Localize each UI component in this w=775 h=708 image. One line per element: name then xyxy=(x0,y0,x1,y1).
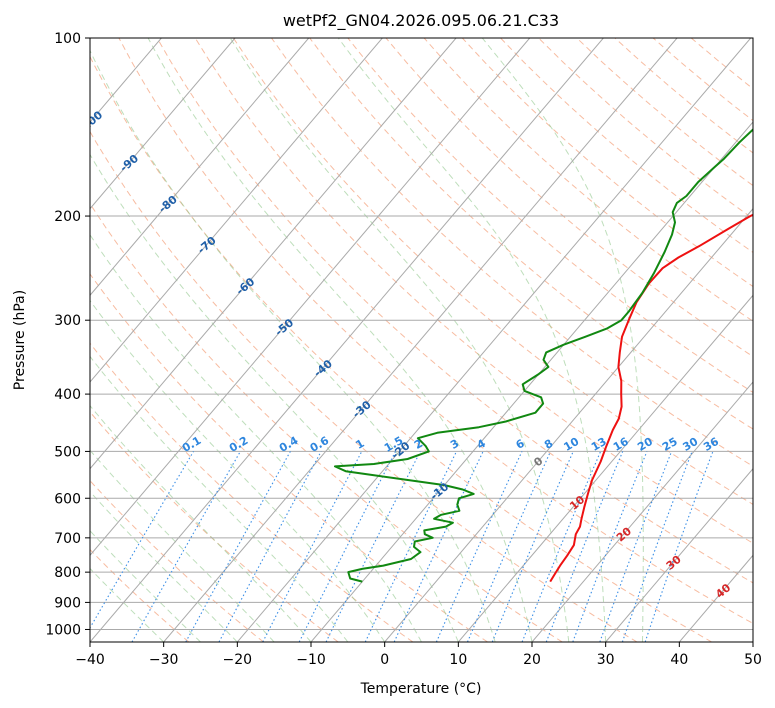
dry-adiabat xyxy=(271,38,753,467)
plot-frame xyxy=(89,37,754,643)
moist-adiabat xyxy=(90,299,386,642)
isotherm xyxy=(90,38,531,557)
moist-adiabat xyxy=(481,38,644,642)
mixing-ratio-line xyxy=(131,451,241,642)
mixing-ratio-line xyxy=(599,451,673,642)
isotherm xyxy=(90,38,383,383)
mixing-ratio-line xyxy=(491,451,574,642)
dry-adiabat xyxy=(232,38,753,505)
moist-adiabat xyxy=(229,38,570,642)
y-tick-label: 500 xyxy=(54,444,81,460)
mixing-ratio-line xyxy=(218,451,322,642)
moist-adiabat xyxy=(90,355,349,642)
x-tick-label: −10 xyxy=(296,652,326,668)
y-tick-label: 300 xyxy=(54,313,81,329)
dry-adiabat xyxy=(90,273,488,642)
x-axis-label: Temperature (°C) xyxy=(360,681,482,697)
y-tick-label: 700 xyxy=(54,531,81,547)
dry-adiabat xyxy=(347,38,753,394)
x-tick-label: 40 xyxy=(670,652,688,668)
moist-adiabat xyxy=(90,404,312,642)
y-axis-label: Pressure (hPa) xyxy=(12,290,28,390)
dry-adiabat xyxy=(461,38,753,288)
dry-adiabat xyxy=(118,38,753,625)
y-tick-label: 900 xyxy=(54,595,81,611)
moist-adiabat xyxy=(90,567,165,642)
isotherm xyxy=(90,38,457,470)
isotherm xyxy=(90,38,310,297)
mixing-ratio-line xyxy=(298,451,396,642)
dry-adiabat xyxy=(90,342,414,642)
dry-adiabat xyxy=(156,38,753,584)
isotherm xyxy=(163,38,678,642)
mixing-ratio-line xyxy=(644,451,714,642)
mixing-ratio-line xyxy=(435,451,523,642)
y-tick-label: 800 xyxy=(54,565,81,581)
y-tick-label: 200 xyxy=(54,209,81,225)
dry-adiabat xyxy=(90,55,712,642)
x-tick-label: −30 xyxy=(149,652,179,668)
y-tick-label: 600 xyxy=(54,491,81,507)
x-tick-label: 0 xyxy=(380,652,389,668)
isotherm xyxy=(90,38,236,210)
isotherm xyxy=(531,381,753,642)
mixing-ratio-line xyxy=(466,451,552,642)
isotherm xyxy=(605,467,753,642)
x-tick-label: 50 xyxy=(744,652,762,668)
isotherm xyxy=(310,121,753,642)
isotherm xyxy=(384,207,753,642)
dry-adiabat xyxy=(309,38,753,430)
x-tick-label: 30 xyxy=(597,652,615,668)
mixing-ratio-line xyxy=(185,451,291,642)
isotherm xyxy=(236,38,752,642)
dewpoint-profile-line xyxy=(334,128,753,583)
x-tick-label: 10 xyxy=(449,652,467,668)
x-tick-label: −20 xyxy=(223,652,253,668)
mixing-ratio-line xyxy=(572,451,648,642)
moist-adiabat xyxy=(90,49,496,642)
isotherm xyxy=(90,38,604,642)
mixing-ratio-line xyxy=(545,451,624,642)
x-tick-label: −40 xyxy=(75,652,105,668)
moist-adiabat xyxy=(337,38,607,642)
y-tick-label: 400 xyxy=(54,387,81,403)
chart-title: wetPf2_GN04.2026.095.06.21.C33 xyxy=(283,11,559,31)
dry-adiabat xyxy=(90,202,563,642)
dry-adiabat xyxy=(90,548,190,642)
dry-adiabat xyxy=(90,479,264,642)
moist-adiabat xyxy=(90,153,459,642)
moist-adiabat xyxy=(90,233,422,642)
mixing-ratio-line xyxy=(521,451,602,642)
mixing-ratio-line xyxy=(621,451,693,642)
mixing-ratio-line xyxy=(325,451,421,642)
moist-adiabat xyxy=(147,38,533,642)
temperature-profile-line xyxy=(549,213,753,583)
dry-adiabat xyxy=(90,130,638,642)
x-tick-label: 20 xyxy=(523,652,541,668)
isotherm xyxy=(457,294,753,642)
y-tick-label: 100 xyxy=(54,31,81,47)
y-tick-label: 1000 xyxy=(45,622,81,638)
